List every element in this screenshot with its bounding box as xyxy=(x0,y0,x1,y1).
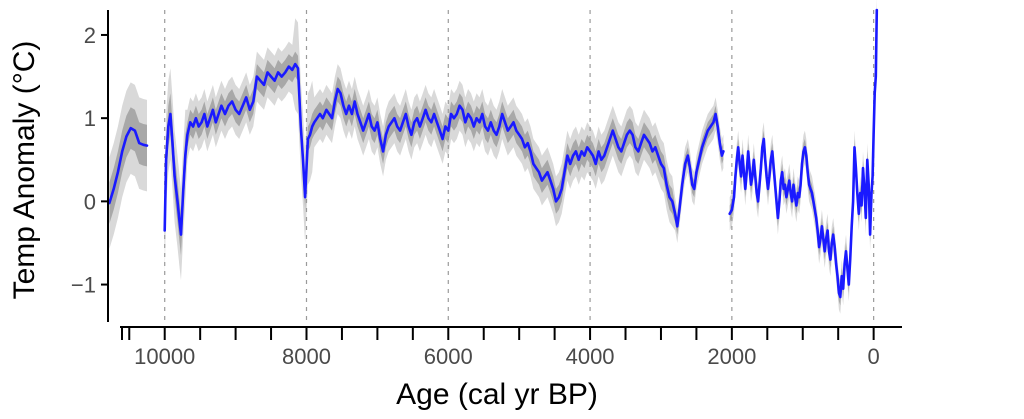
y-axis-title: Temp Anomaly (°C) xyxy=(8,41,41,300)
x-tick-label: 0 xyxy=(868,344,880,369)
x-tick-label: 6000 xyxy=(424,344,473,369)
series-line xyxy=(108,126,149,205)
y-tick-label: 0 xyxy=(84,189,96,214)
series-lines xyxy=(108,8,879,299)
x-tick-label: 10000 xyxy=(134,344,195,369)
series-line xyxy=(728,8,879,299)
y-tick-label: −1 xyxy=(71,273,96,298)
x-tick-label: 4000 xyxy=(566,344,615,369)
y-tick-label: 1 xyxy=(84,106,96,131)
uncertainty-band-outer xyxy=(164,18,724,281)
x-tick-label: 2000 xyxy=(707,344,756,369)
series-line xyxy=(163,62,725,236)
y-tick-label: 2 xyxy=(84,23,96,48)
x-axis-title: Age (cal yr BP) xyxy=(396,378,598,411)
x-tick-label: 8000 xyxy=(282,344,331,369)
axes: −1 0 1 2 10000 8000 6000 4000 2000 0 xyxy=(71,10,902,369)
